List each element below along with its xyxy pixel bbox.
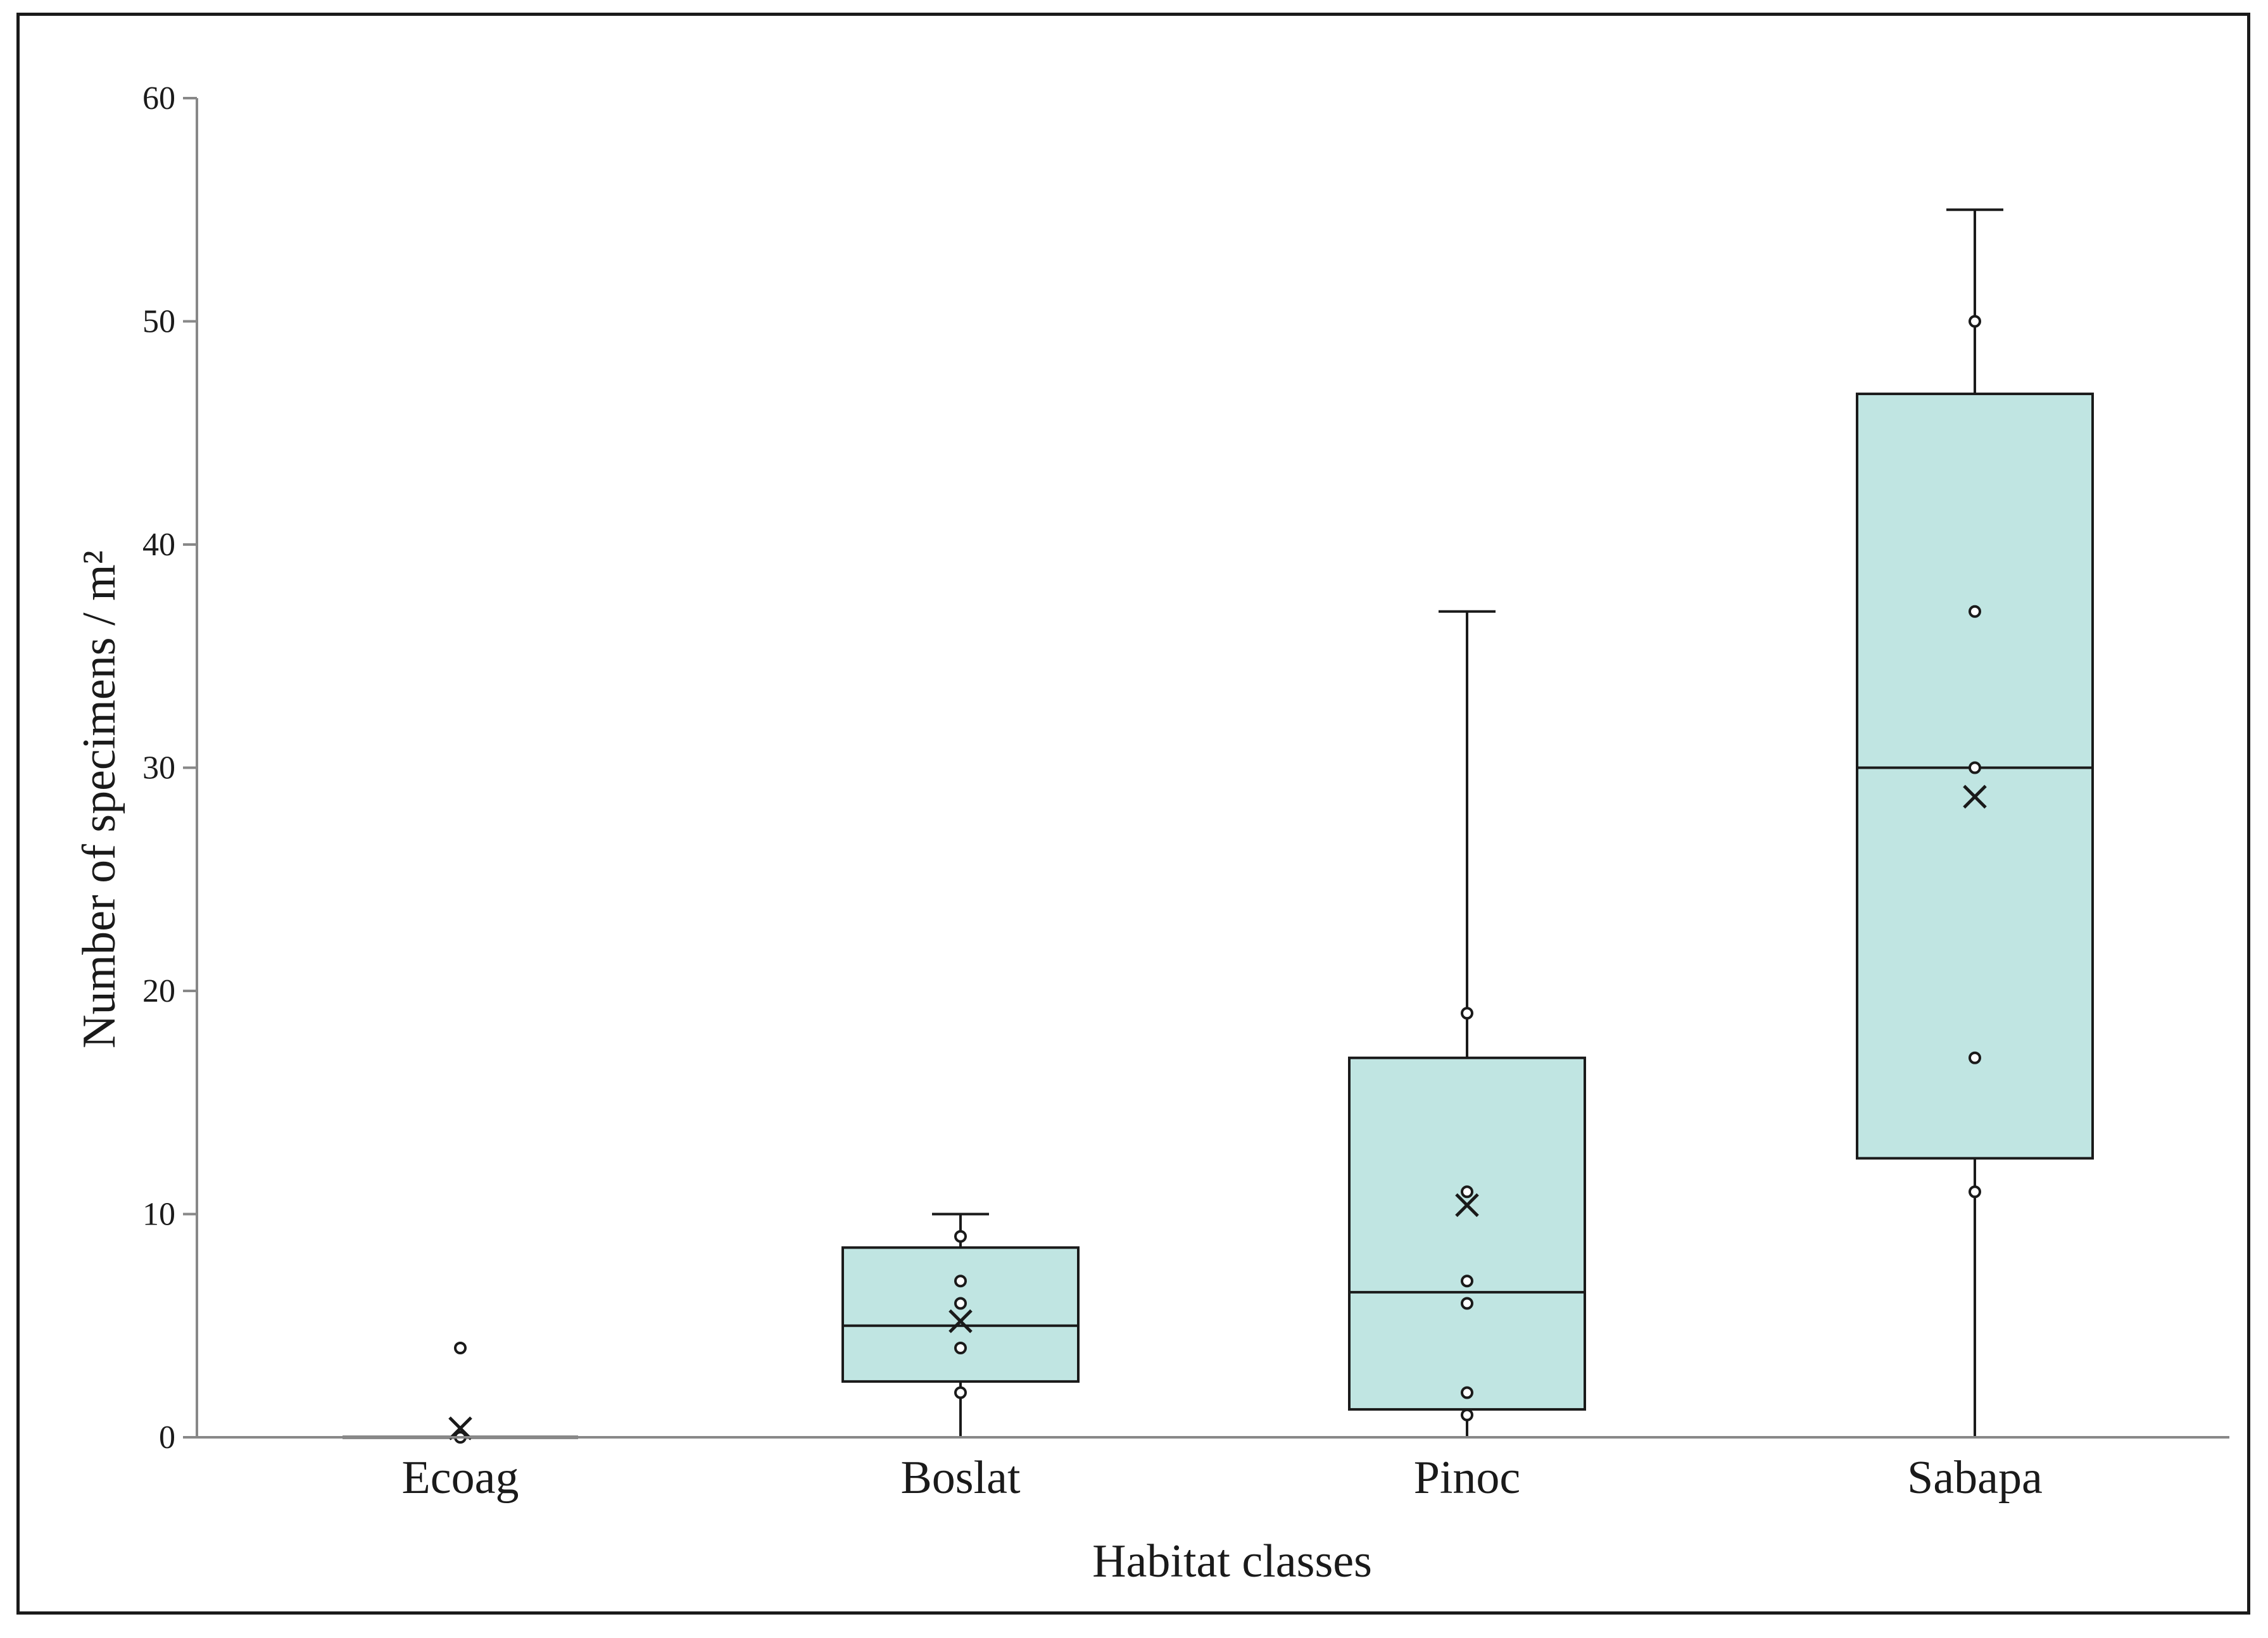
data-point [954,1342,967,1354]
y-tick-label: 50 [142,304,175,340]
data-point [1461,1007,1473,1020]
box-plot-chart: 0 10 20 30 40 50 60 Ecoag Boslat Pinoc Sabapa Num… [73,80,2229,1587]
data-point [1461,1185,1473,1199]
mean-marker [948,1309,973,1333]
iqr-box [1856,393,2094,1160]
plot-area [343,208,2094,1444]
data-point [1461,1297,1473,1310]
x-axis: Ecoag Boslat Pinoc Sabapa [197,1436,2229,1504]
data-point [1969,1185,1981,1199]
x-category-label: Sabapa [1907,1452,2043,1504]
data-point [1969,761,1981,774]
box-boslat [841,1213,1080,1439]
y-tick-label: 30 [142,750,175,786]
data-point [1969,605,1981,618]
box-sabapa [1856,208,2094,1439]
y-tick-label: 10 [142,1197,175,1233]
x-category-label: Pinoc [1414,1452,1521,1504]
x-category-label: Boslat [900,1452,1021,1504]
y-tick-label: 20 [142,973,175,1009]
data-point [954,1275,967,1288]
mean-marker-stroke [448,1416,472,1440]
y-tick-label: 60 [142,80,175,117]
data-point [1969,1051,1981,1064]
mean-marker [1455,1193,1479,1218]
chart-frame: 0 10 20 30 40 50 60 Ecoag Boslat Pinoc Sabapa Num… [16,13,2250,1615]
y-axis: 0 10 20 30 40 50 60 [142,80,198,1456]
y-tick-label: 0 [159,1420,175,1456]
mean-marker-stroke [948,1309,973,1333]
box-pinoc [1348,610,1586,1439]
data-point [1461,1275,1473,1288]
x-category-label: Ecoag [402,1452,519,1504]
data-point [454,1342,467,1354]
x-axis-title: Habitat classes [1092,1535,1372,1587]
data-point [1461,1386,1473,1399]
mean-marker-stroke [1455,1193,1479,1218]
box-ecoag [343,1342,578,1444]
data-point [954,1297,967,1310]
mean-marker-stroke [1963,784,1987,809]
data-point [954,1386,967,1399]
data-point [1461,1408,1473,1421]
data-point [954,1230,967,1243]
iqr-box [1348,1056,1586,1411]
mean-marker [1963,784,1987,809]
mean-marker [448,1416,472,1440]
iqr-box [841,1246,1080,1383]
y-tick-label: 40 [142,527,175,563]
data-point [1969,315,1981,328]
y-axis-title: Number of specimens / m² [73,550,125,1049]
